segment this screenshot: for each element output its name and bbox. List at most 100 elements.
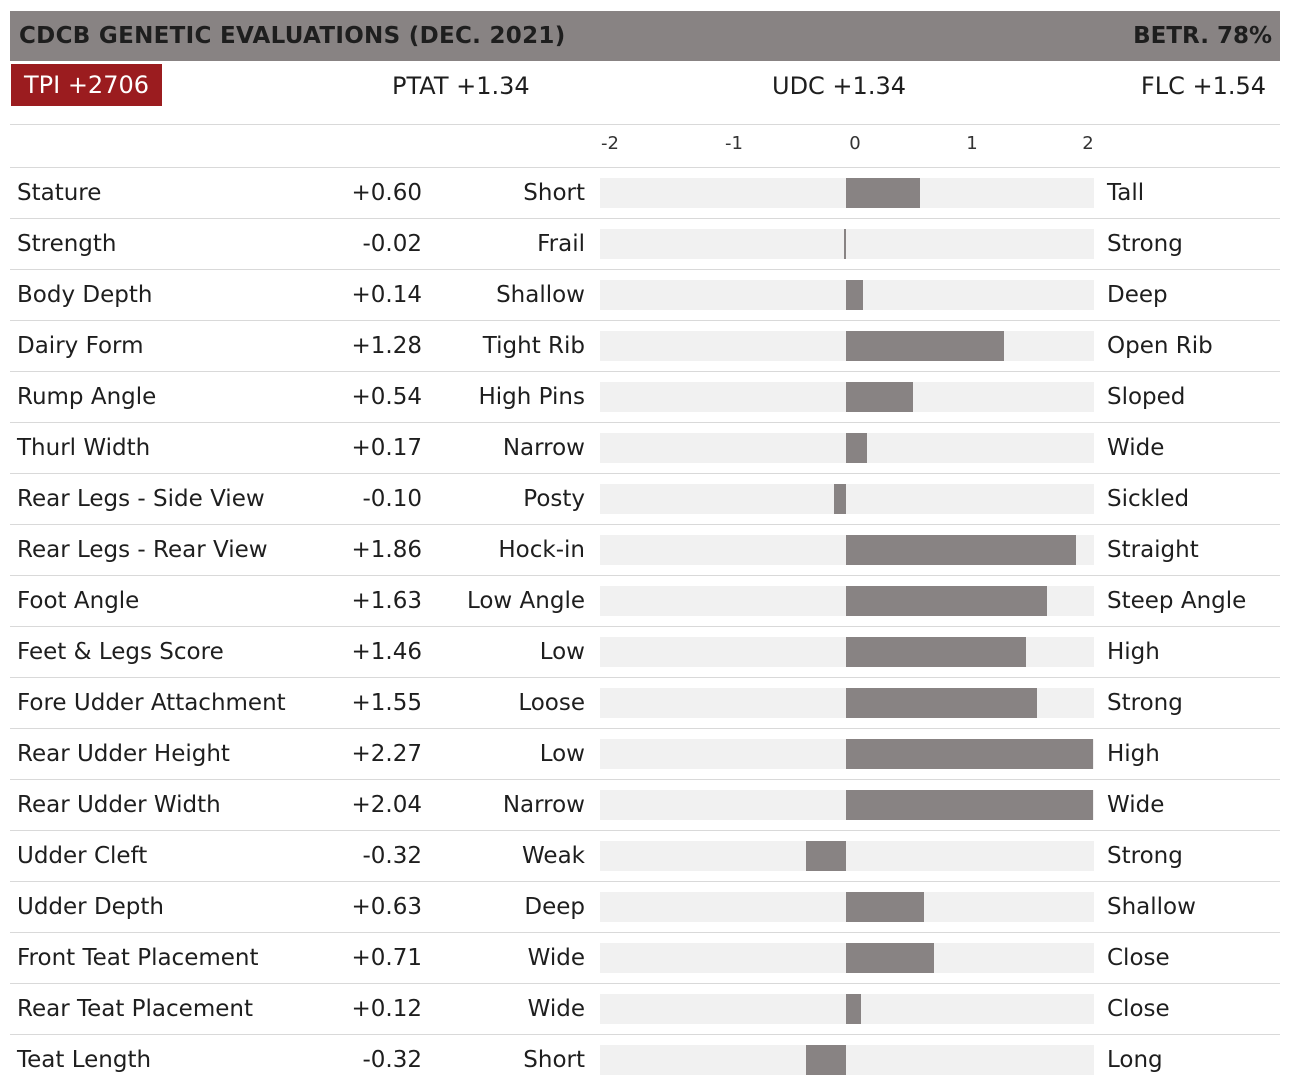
trait-value: -0.02 [362,231,422,257]
trait-high-label: Open Rib [1107,333,1213,359]
bar-track [600,229,1094,259]
trait-high-label: Wide [1107,435,1165,461]
trait-value: -0.32 [362,843,422,869]
trait-low-label: Weak [522,843,585,869]
trait-row: Strength -0.02 Frail Strong [10,219,1280,270]
trait-low-label: Loose [518,690,585,716]
trait-bar [846,586,1048,616]
bar-track [600,637,1094,667]
trait-row: Rump Angle +0.54 High Pins Sloped [10,372,1280,423]
axis-tick-label: 1 [966,133,978,154]
trait-value: +0.17 [351,435,422,461]
trait-value: +1.46 [351,639,422,665]
trait-bar [846,280,864,310]
trait-name: Body Depth [17,282,153,308]
trait-low-label: Wide [527,945,585,971]
trait-name: Stature [17,180,102,206]
trait-high-label: Long [1107,1047,1163,1073]
bar-track [600,280,1094,310]
axis-tick-label: 0 [849,133,861,154]
trait-low-label: Narrow [502,435,585,461]
trait-bar [806,841,846,871]
axis-tick-label: -2 [601,133,619,154]
trait-bar [843,229,846,259]
trait-value: +0.63 [351,894,422,920]
trait-low-label: Tight Rib [482,333,585,359]
trait-row: Rear Udder Height +2.27 Low High [10,729,1280,780]
trait-high-label: High [1107,639,1160,665]
trait-low-label: Posty [523,486,585,512]
trait-low-label: Low [539,639,585,665]
trait-high-label: High [1107,741,1160,767]
trait-low-label: Wide [527,996,585,1022]
trait-name: Fore Udder Attachment [17,690,286,716]
bar-track [600,688,1094,718]
trait-name: Rump Angle [17,384,157,410]
trait-value: +0.71 [351,945,422,971]
udc-value: UDC +1.34 [772,72,906,100]
trait-value: +2.27 [351,741,422,767]
trait-bar [846,331,1005,361]
trait-name: Dairy Form [17,333,144,359]
trait-bar [846,994,861,1024]
trait-high-label: Strong [1107,690,1183,716]
trait-bar [846,943,934,973]
trait-name: Foot Angle [17,588,140,614]
trait-high-label: Steep Angle [1107,588,1247,614]
trait-bar [846,433,867,463]
trait-bar [846,382,913,412]
trait-value: +2.04 [351,792,422,818]
trait-low-label: Hock-in [498,537,585,563]
trait-low-label: Frail [537,231,585,257]
trait-low-label: Deep [524,894,585,920]
trait-name: Rear Legs - Rear View [17,537,268,563]
trait-bar [846,790,1093,820]
trait-high-label: Shallow [1107,894,1196,920]
trait-value: +0.14 [351,282,422,308]
reliability-label: BETR. 78% [1133,23,1272,49]
flc-value: FLC +1.54 [1140,72,1266,100]
trait-row: Body Depth +0.14 Shallow Deep [10,270,1280,321]
trait-name: Rear Legs - Side View [17,486,265,512]
trait-bar [846,892,924,922]
bar-track [600,178,1094,208]
trait-bar [846,535,1076,565]
summary-bar: TPI +2706 PTAT +1.34 UDC +1.34 FLC +1.54 [10,62,1280,125]
bar-track [600,331,1094,361]
axis-tick-label: 2 [1082,133,1094,154]
trait-value: +0.54 [351,384,422,410]
bar-track [600,1045,1094,1075]
trait-high-label: Tall [1107,180,1145,206]
page-title: CDCB GENETIC EVALUATIONS (DEC. 2021) [19,23,566,49]
x-axis: -2 -1 0 1 2 [10,125,1280,168]
trait-name: Udder Cleft [17,843,148,869]
trait-high-label: Deep [1107,282,1168,308]
trait-name: Udder Depth [17,894,165,920]
trait-bar [846,688,1038,718]
trait-value: +0.60 [351,180,422,206]
axis-tick-label: -1 [725,133,743,154]
trait-name: Rear Udder Height [17,741,230,767]
trait-bar [846,178,921,208]
bar-track [600,484,1094,514]
trait-value: +1.86 [351,537,422,563]
tpi-badge: TPI +2706 [11,64,162,106]
trait-row: Rear Legs - Side View -0.10 Posty Sickled [10,474,1280,525]
header-bar: CDCB GENETIC EVALUATIONS (DEC. 2021) BET… [10,11,1280,61]
bar-track [600,943,1094,973]
trait-low-label: Short [523,180,585,206]
trait-row: Udder Depth +0.63 Deep Shallow [10,882,1280,933]
trait-low-label: Low [539,741,585,767]
trait-name: Thurl Width [17,435,151,461]
trait-row: Udder Cleft -0.32 Weak Strong [10,831,1280,882]
trait-bar [833,484,846,514]
bar-track [600,586,1094,616]
trait-high-label: Close [1107,996,1170,1022]
bar-track [600,535,1094,565]
trait-low-label: Low Angle [466,588,585,614]
trait-name: Strength [17,231,117,257]
trait-value: +1.28 [351,333,422,359]
trait-name: Rear Udder Width [17,792,221,818]
trait-bar [846,637,1027,667]
trait-low-label: Short [523,1047,585,1073]
